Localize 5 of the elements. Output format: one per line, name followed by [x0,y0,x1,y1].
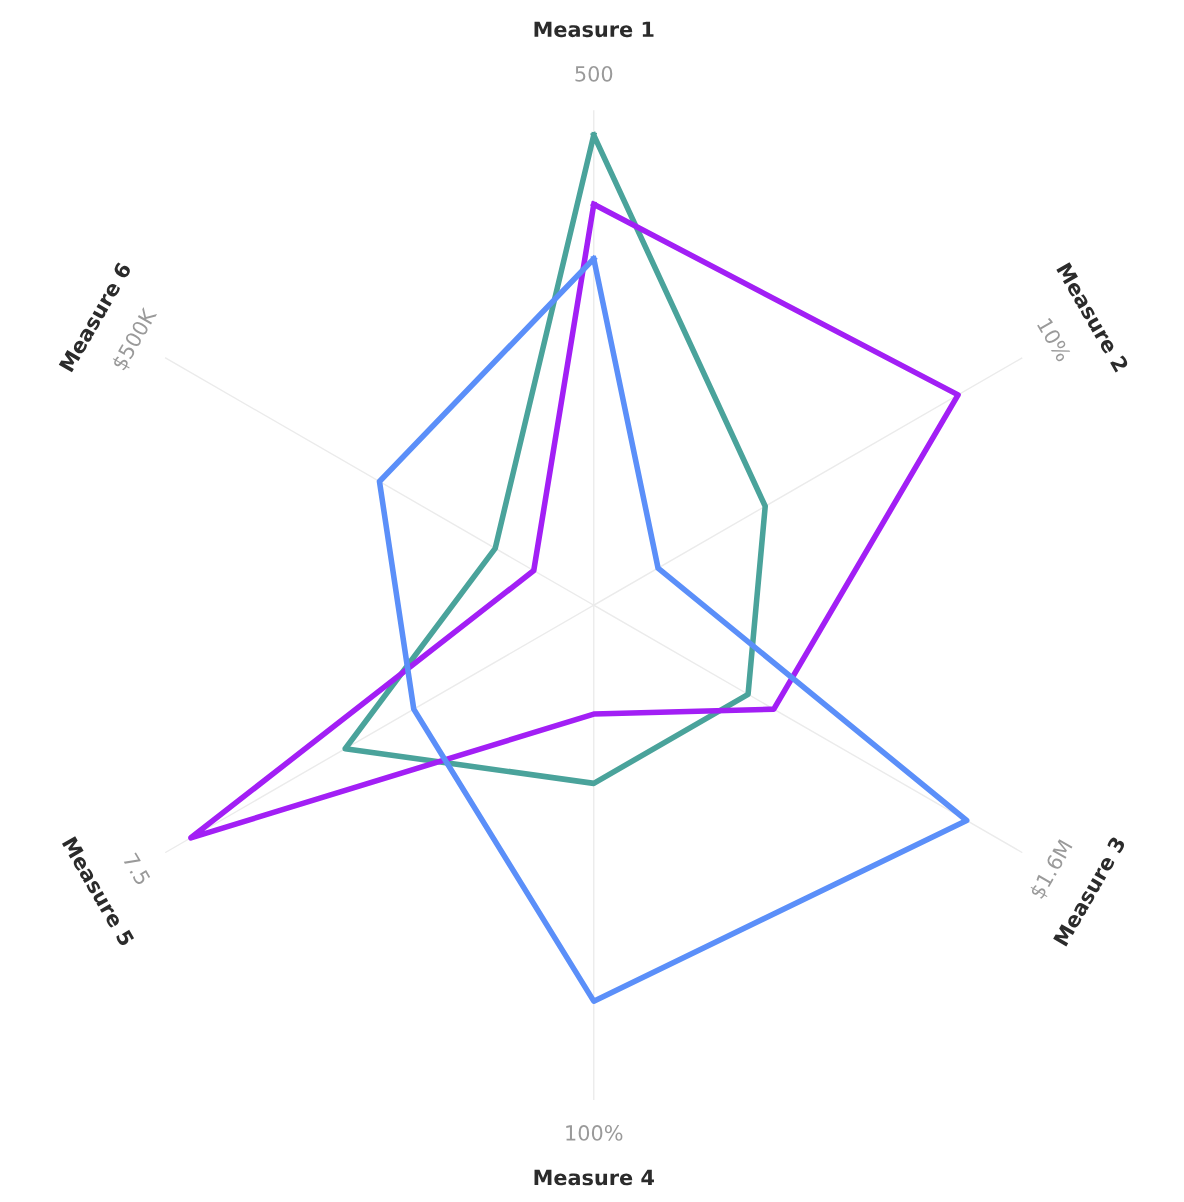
text: 7.5 [122,852,151,886]
spoke-label: Measure 1 [534,21,654,38]
text: 500 [575,65,613,82]
text: 100% [566,1125,623,1141]
spoke-label: Measure 4 [534,1169,654,1186]
